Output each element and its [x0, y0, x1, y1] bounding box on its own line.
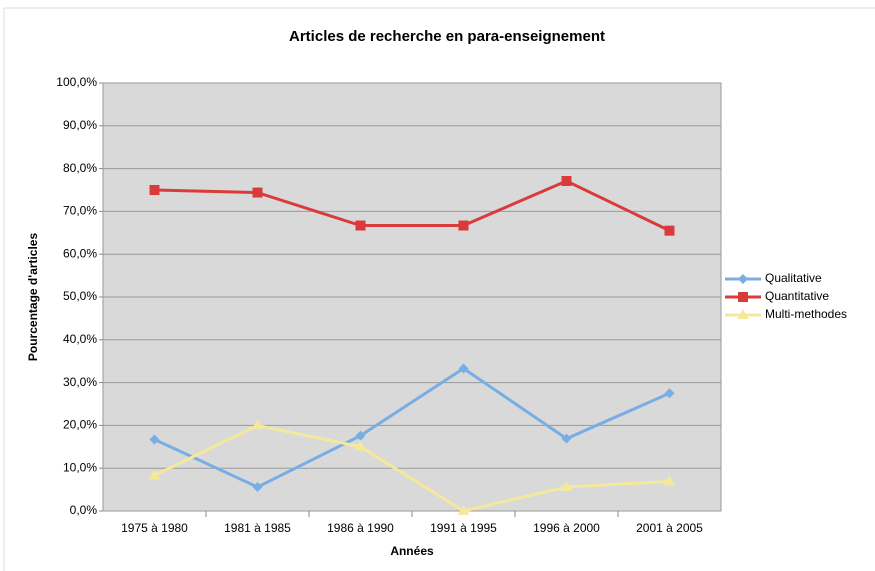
data-point — [355, 220, 366, 231]
data-point — [149, 185, 160, 195]
x-tick-label: 1981 à 1985 — [224, 521, 291, 535]
chart-title: Articles de recherche en para-enseigneme… — [289, 28, 605, 45]
y-tick-label: 100,0% — [56, 75, 97, 89]
data-point — [355, 430, 366, 441]
y-tick-label: 50,0% — [63, 289, 97, 303]
y-tick-label: 90,0% — [63, 118, 97, 132]
data-point — [457, 505, 470, 515]
data-point — [251, 419, 264, 430]
y-tick-label: 0,0% — [70, 503, 98, 517]
x-axis-title: Années — [390, 544, 434, 558]
data-point — [664, 388, 675, 399]
data-point — [560, 481, 573, 492]
y-axis-title: Pourcentage d'articles — [26, 233, 40, 362]
legend-label: Quantitative — [765, 289, 829, 303]
data-point — [252, 187, 263, 198]
data-point — [148, 469, 161, 480]
legend-label: Qualitative — [765, 271, 822, 285]
x-tick-label: 1975 à 1980 — [121, 521, 188, 535]
y-tick-label: 20,0% — [63, 418, 97, 432]
data-point — [252, 482, 263, 493]
data-point — [354, 440, 367, 451]
y-tick-label: 10,0% — [63, 460, 97, 474]
legend-label: Multi-methodes — [765, 307, 847, 321]
x-tick-label: 1986 à 1990 — [327, 521, 394, 535]
data-point — [561, 433, 572, 444]
x-tick-label: 1996 à 2000 — [533, 521, 600, 535]
legend-marker — [737, 309, 749, 319]
legend-marker — [738, 274, 748, 284]
data-point — [663, 475, 676, 486]
data-point — [458, 363, 469, 374]
x-tick-label: 2001 à 2005 — [636, 521, 703, 535]
legend-marker — [738, 292, 748, 302]
y-tick-label: 60,0% — [63, 246, 97, 260]
x-tick-label: 1991 à 1995 — [430, 521, 497, 535]
data-point — [149, 434, 160, 445]
data-point — [561, 176, 572, 187]
y-tick-label: 80,0% — [63, 161, 97, 175]
y-tick-label: 40,0% — [63, 332, 97, 346]
y-tick-label: 30,0% — [63, 375, 97, 389]
y-tick-label: 70,0% — [63, 204, 97, 218]
series-line — [153, 366, 671, 489]
data-point — [664, 225, 675, 236]
data-point — [458, 220, 469, 231]
series-line — [154, 179, 671, 233]
series-line — [153, 423, 670, 513]
